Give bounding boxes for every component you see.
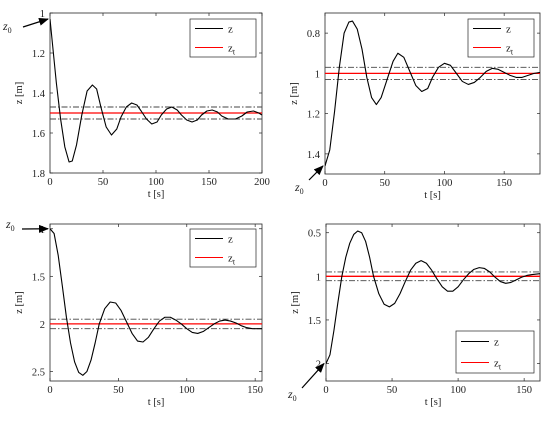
x-tick-label: 150 bbox=[516, 385, 532, 396]
legend-subscript: t bbox=[511, 48, 514, 57]
x-axis-label: t [s] bbox=[148, 397, 165, 408]
x-tick-label: 100 bbox=[148, 177, 164, 188]
panel-2: 0 50 100 150 0.8 1 1.2 1.4 t [s] z [m] z zt z0 bbox=[289, 12, 541, 201]
z0-label: z0 bbox=[294, 180, 304, 196]
x-tick-label: 150 bbox=[496, 178, 512, 189]
y-tick-label: 1.4 bbox=[32, 89, 46, 100]
x-tick-label: 100 bbox=[437, 178, 453, 189]
z0-label: z0 bbox=[287, 387, 297, 403]
x-tick-label: 0 bbox=[47, 385, 52, 396]
y-tick-label: 1.4 bbox=[307, 150, 321, 161]
legend-subscript: t bbox=[499, 363, 502, 372]
legend-label-z: z bbox=[494, 337, 499, 349]
legend-label-z-t: zt bbox=[228, 253, 236, 267]
panel-4: 0 50 100 150 0.5 1 1.5 2 t [s] z [m] z zt z0 bbox=[287, 223, 541, 408]
legend-box bbox=[455, 330, 535, 374]
y-tick-label: 2 bbox=[40, 320, 45, 331]
panel-1: 0 50 100 150 200 1 1.2 1.4 1.6 1.8 t [s] z [m] z zt z0 bbox=[2, 9, 270, 200]
series-z bbox=[50, 228, 262, 376]
x-tick-label: 0 bbox=[323, 385, 328, 396]
z0-arrow bbox=[301, 362, 325, 389]
legend-box bbox=[189, 228, 257, 268]
y-tick-label: 1.2 bbox=[32, 49, 45, 60]
z0-arrow bbox=[22, 17, 49, 28]
x-axis-label: t [s] bbox=[425, 397, 442, 408]
series-z bbox=[325, 20, 540, 167]
legend-label-z: z bbox=[228, 24, 233, 36]
x-tick-label: 100 bbox=[450, 385, 466, 396]
x-tick-label: 150 bbox=[201, 177, 217, 188]
legend-label-z-t: zt bbox=[494, 358, 502, 372]
x-tick-label: 50 bbox=[113, 385, 124, 396]
series-group bbox=[50, 228, 262, 376]
y-axis-label: z [m] bbox=[14, 291, 25, 313]
y-axis-label: z [m] bbox=[14, 82, 25, 104]
z0-subscript: 0 bbox=[293, 394, 297, 403]
x-tick-label: 100 bbox=[179, 385, 195, 396]
z0-subscript: 0 bbox=[300, 187, 304, 196]
y-tick-label: 1 bbox=[40, 9, 45, 20]
x-tick-label: 150 bbox=[247, 385, 263, 396]
y-tick-label: 1.6 bbox=[32, 129, 45, 140]
x-tick-label: 50 bbox=[379, 178, 390, 189]
z0-subscript: 0 bbox=[11, 224, 15, 233]
panel-3: 0 50 100 150 1 1.5 2 2.5 t [s] z [m] z zt z0 bbox=[5, 217, 263, 408]
y-tick-label: 1 bbox=[40, 225, 45, 236]
y-tick-label: 1 bbox=[315, 69, 320, 80]
y-axis-label: z [m] bbox=[289, 82, 300, 104]
z0-arrow bbox=[308, 165, 324, 181]
x-tick-label: 50 bbox=[98, 177, 109, 188]
legend-label-z: z bbox=[228, 234, 233, 246]
x-axis-label: t [s] bbox=[424, 190, 441, 201]
z0-label: z0 bbox=[5, 217, 15, 233]
series-group bbox=[50, 18, 262, 163]
legend-subscript: t bbox=[233, 258, 236, 267]
legend-label-z-t: zt bbox=[506, 43, 514, 57]
legend: z zt bbox=[467, 18, 535, 58]
z0-label: z0 bbox=[2, 19, 12, 35]
y-tick-label: 2 bbox=[316, 360, 321, 371]
series-group bbox=[326, 230, 540, 364]
legend-label-z-t: zt bbox=[228, 43, 236, 57]
x-tick-label: 0 bbox=[322, 178, 327, 189]
series-z bbox=[50, 18, 262, 163]
y-axis-label: z [m] bbox=[290, 291, 301, 313]
legend-subscript: t bbox=[233, 48, 236, 57]
y-tick-label: 1.5 bbox=[32, 272, 45, 283]
x-axis-label: t [s] bbox=[148, 189, 165, 200]
legend: z zt bbox=[189, 228, 257, 268]
x-tick-label: 200 bbox=[254, 177, 270, 188]
y-tick-label: 0.8 bbox=[307, 29, 320, 40]
z0-subscript: 0 bbox=[8, 26, 12, 35]
y-tick-label: 1 bbox=[316, 272, 321, 283]
series-group bbox=[325, 20, 540, 167]
y-tick-label: 0.5 bbox=[308, 229, 321, 240]
legend: z zt bbox=[455, 330, 535, 374]
y-tick-label: 1.2 bbox=[307, 110, 320, 121]
legend-box bbox=[189, 18, 257, 58]
y-tick-label: 1.5 bbox=[308, 316, 321, 327]
y-tick-label: 2.5 bbox=[32, 367, 45, 378]
x-tick-label: 0 bbox=[47, 177, 52, 188]
legend-box bbox=[467, 18, 535, 58]
legend-label-z: z bbox=[506, 24, 511, 36]
legend: z zt bbox=[189, 18, 257, 58]
series-z bbox=[326, 230, 540, 364]
y-tick-label: 1.8 bbox=[32, 169, 45, 180]
x-tick-label: 50 bbox=[387, 385, 398, 396]
